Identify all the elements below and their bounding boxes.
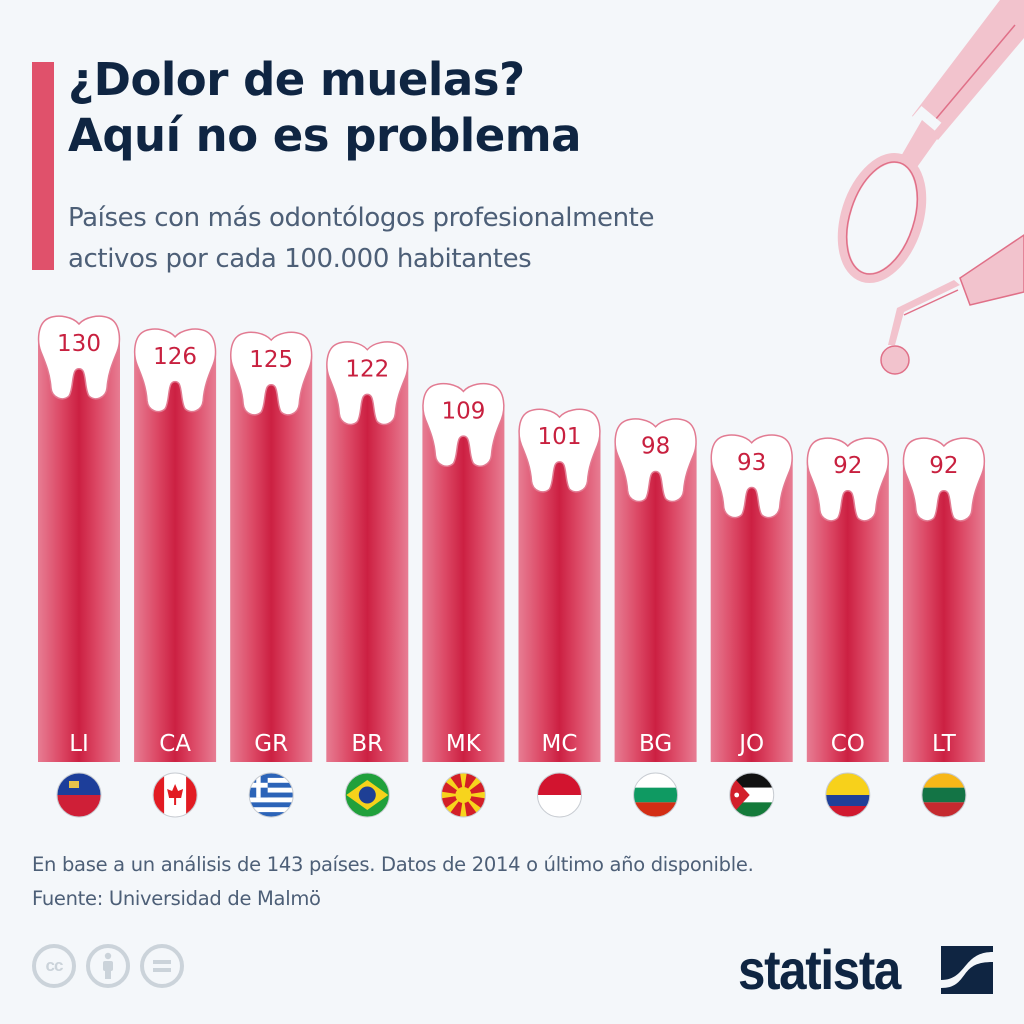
tooth-icon [37, 315, 121, 400]
value-label: 130 [57, 331, 101, 357]
flag-lithuania-icon [921, 773, 966, 817]
category-label: GR [254, 731, 288, 757]
flag-bulgaria-icon [633, 773, 678, 817]
methodology-note: En base a un análisis de 143 países. Dat… [32, 853, 754, 876]
bar [134, 352, 217, 762]
flag-liechtenstein-icon [57, 773, 101, 817]
source-note: Fuente: Universidad de Malmö [32, 887, 321, 910]
tooth-icon [230, 331, 313, 416]
attribution-icon[interactable] [86, 944, 130, 988]
bar-group: 125 GR [230, 331, 313, 762]
flag-outline [633, 772, 679, 818]
category-label: BR [351, 731, 383, 757]
flag-colombia-icon [825, 773, 870, 817]
bar-group: 130 LI [37, 315, 121, 762]
flag-outline [344, 772, 390, 818]
flag-monaco-icon [537, 773, 582, 817]
flag-greece-icon [249, 773, 294, 817]
bar-group: 101 MC [518, 408, 601, 762]
tooth-icon [422, 382, 505, 467]
category-label: BG [639, 731, 672, 757]
flag-outline [921, 772, 967, 818]
cc-icon[interactable]: cc [32, 944, 76, 988]
bar-group: 122 BR [326, 341, 409, 762]
category-label: CO [831, 731, 865, 757]
value-label: 92 [833, 453, 862, 479]
bar [38, 340, 120, 762]
brand-name: statista [738, 938, 901, 1001]
bar-group: 93 JO [710, 434, 793, 762]
category-label: JO [737, 731, 764, 757]
category-label: MC [542, 731, 578, 757]
flag-outline [729, 772, 775, 818]
bar-group: 92 CO [806, 437, 889, 762]
tooth-icon [518, 408, 601, 493]
bar-group: 92 LT [902, 437, 986, 762]
person-icon [103, 952, 113, 979]
license-icons: cc [32, 944, 184, 988]
subtitle-line-1: Países con más odontólogos profesionalme… [68, 203, 655, 233]
dental-instruments-illustration [837, 0, 1024, 375]
tooth-icon [806, 437, 889, 522]
flag-brazil-icon [345, 773, 390, 817]
value-label: 126 [153, 344, 197, 370]
title-line-2: Aquí no es problema [68, 109, 582, 162]
chart-subtitle: Países con más odontólogos profesionalme… [68, 198, 654, 280]
no-derivatives-icon[interactable] [140, 944, 184, 988]
bar-chart: 130 LI 126 CA 125 GR 122 BR 109 MK 101 MC 98 BG 93 JO 92… [37, 315, 986, 818]
title-line-1: ¿Dolor de muelas? [68, 53, 525, 106]
bar-group: 98 BG [614, 418, 697, 762]
value-label: 92 [929, 453, 958, 479]
page-title: ¿Dolor de muelas? Aquí no es problema [68, 52, 582, 164]
value-label: 109 [441, 398, 485, 424]
footnote: En base a un análisis de 143 países. Dat… [32, 848, 754, 916]
tooth-icon [326, 341, 409, 426]
bar-group: 109 MK [422, 382, 505, 762]
tooth-icon [710, 434, 793, 519]
equals-icon [153, 960, 171, 972]
category-label: CA [159, 731, 191, 757]
value-label: 122 [345, 357, 389, 383]
tooth-icon [902, 437, 986, 522]
bar [518, 433, 601, 762]
flag-jordan-icon [729, 773, 774, 817]
statista-logo[interactable]: statista [738, 938, 993, 1001]
flag-outline [825, 772, 871, 818]
flag-outline [537, 772, 582, 818]
flag-outline [440, 772, 486, 818]
flag-canada-icon [153, 773, 198, 817]
flag-outline [248, 772, 294, 818]
title-accent-bar [32, 62, 54, 270]
dental-mirror-icon [837, 0, 1024, 284]
cc-label: cc [45, 956, 64, 975]
tooth-icon [133, 328, 217, 413]
value-label: 93 [737, 450, 766, 476]
bar-group: 126 CA [133, 328, 217, 762]
bar [326, 365, 409, 762]
bar [614, 442, 697, 762]
value-label: 125 [249, 347, 293, 373]
bar [422, 407, 505, 762]
category-label: MK [446, 731, 482, 757]
flag-north-macedonia-icon [441, 773, 486, 817]
flag-outline [56, 772, 102, 818]
tooth-icon [614, 418, 697, 503]
flag-outline [152, 772, 198, 818]
value-label: 98 [641, 434, 670, 460]
value-label: 101 [538, 424, 582, 450]
category-label: LT [932, 731, 957, 757]
subtitle-line-2: activos por cada 100.000 habitantes [68, 244, 532, 274]
category-label: LI [69, 731, 89, 757]
dental-probe-icon [880, 234, 1024, 375]
bar [230, 356, 313, 762]
statista-mark-icon [941, 946, 993, 994]
